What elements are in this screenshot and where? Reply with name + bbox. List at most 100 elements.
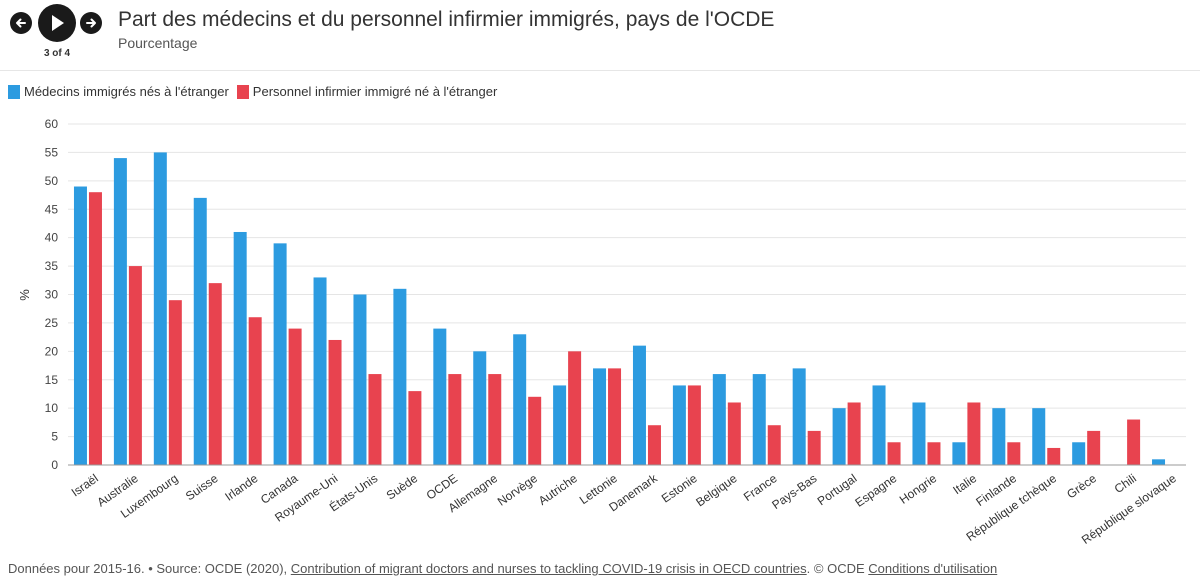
bar-nurses [488,374,502,465]
x-tick-label: Suisse [183,471,221,503]
bar-doctors [752,374,766,465]
y-tick-label: 10 [45,401,59,415]
bar-nurses [647,425,661,465]
chart-subtitle: Pourcentage [118,35,198,51]
x-tick-label: Espagne [852,471,899,510]
legend-swatch-nurses [236,84,249,99]
x-tick-label: Estonie [659,471,700,506]
y-tick-label: 20 [45,344,59,358]
chart-header: 3 of 4 Part des médecins et du personnel… [0,0,1200,71]
bar-nurses [847,402,861,465]
bar-nurses [887,442,901,465]
bar-nurses [727,402,741,465]
chart-title: Part des médecins et du personnel infirm… [118,8,775,31]
x-tick-label: Hongrie [897,471,940,507]
bar-doctors [593,368,607,465]
y-axis-label: % [17,289,32,301]
bar-doctors [832,408,846,465]
arrow-left-icon [16,18,26,28]
y-tick-label: 30 [45,288,59,302]
bar-nurses [528,396,542,465]
y-tick-label: 5 [51,430,58,444]
x-tick-label: Chili [1112,471,1139,496]
bar-doctors [632,345,646,465]
footer: Données pour 2015-16. • Source: OCDE (20… [8,561,997,576]
y-tick-label: 45 [45,202,59,216]
slide-counter: 3 of 4 [43,48,71,59]
bar-nurses [368,374,382,465]
next-button[interactable] [80,12,102,34]
y-tick-label: 0 [51,458,58,472]
x-tick-label: Grèce [1064,471,1099,501]
y-tick-label: 25 [45,316,59,330]
bar-doctors [73,186,87,465]
legend: Médecins immigrés nés à l'étranger Perso… [8,84,505,99]
previous-button[interactable] [10,12,32,34]
bar-nurses [687,385,701,465]
bar-doctors [153,152,167,465]
y-tick-label: 55 [45,145,59,159]
bar-nurses [608,368,622,465]
bar-nurses [128,266,142,465]
bar-nurses [288,328,302,465]
bar-nurses [967,402,981,465]
x-tick-label: Pays-Bas [769,471,819,512]
bar-doctors [1032,408,1046,465]
bar-nurses [807,430,821,465]
play-icon [52,15,64,31]
bar-nurses [168,300,182,465]
bar-nurses [88,192,102,465]
bar-nurses [328,339,342,465]
bar-nurses [248,317,262,465]
x-tick-label: Autriche [536,471,580,508]
y-tick-label: 35 [45,259,59,273]
bar-doctors [1152,459,1166,465]
bar-nurses [927,442,941,465]
legend-label-doctors: Médecins immigrés nés à l'étranger [24,84,229,99]
bar-doctors [473,351,487,465]
bar-doctors [313,277,327,465]
bar-doctors [513,334,527,465]
bar-doctors [992,408,1006,465]
bar-nurses [1007,442,1021,465]
bar-doctors [193,197,207,465]
bar-doctors [433,328,447,465]
bar-nurses [767,425,781,465]
bar-doctors [912,402,926,465]
terms-link[interactable]: Conditions d'utilisation [868,561,998,576]
bar-doctors [113,158,127,465]
bar-doctors [952,442,966,465]
bar-doctors [553,385,567,465]
bar-doctors [1072,442,1086,465]
x-tick-label: Belgique [693,471,740,509]
bar-nurses [1127,419,1141,465]
x-tick-label: Portugal [815,471,860,508]
bar-doctors [273,243,287,465]
bar-doctors [672,385,686,465]
bar-nurses [208,283,222,465]
bar-nurses [448,374,462,465]
bar-nurses [1087,430,1101,465]
legend-label-nurses: Personnel infirmier immigré né à l'étran… [252,84,498,99]
y-tick-label: 40 [45,231,59,245]
bar-nurses [408,391,422,465]
bar-doctors [233,231,247,465]
footer-copyright: . © OCDE [806,561,865,576]
bar-chart: 051015202530354045505560%IsraëlAustralie… [17,117,1186,547]
x-tick-label: Irlande [222,471,260,504]
legend-item-doctors[interactable]: Médecins immigrés nés à l'étranger [8,84,229,99]
x-tick-label: Israël [69,471,101,499]
y-tick-label: 60 [45,117,59,131]
play-button[interactable] [38,4,76,42]
bar-nurses [1047,447,1061,465]
bar-doctors [393,288,407,465]
x-tick-label: Norvège [495,471,540,509]
legend-item-nurses[interactable]: Personnel infirmier immigré né à l'étran… [236,84,498,99]
bar-doctors [712,374,726,465]
arrow-right-icon [86,18,96,28]
y-tick-label: 15 [45,373,59,387]
footer-source: Données pour 2015-16. • Source: OCDE (20… [8,561,288,576]
source-link[interactable]: Contribution of migrant doctors and nurs… [290,561,807,576]
x-tick-label: Suède [384,471,421,503]
legend-swatch-doctors [8,84,20,99]
